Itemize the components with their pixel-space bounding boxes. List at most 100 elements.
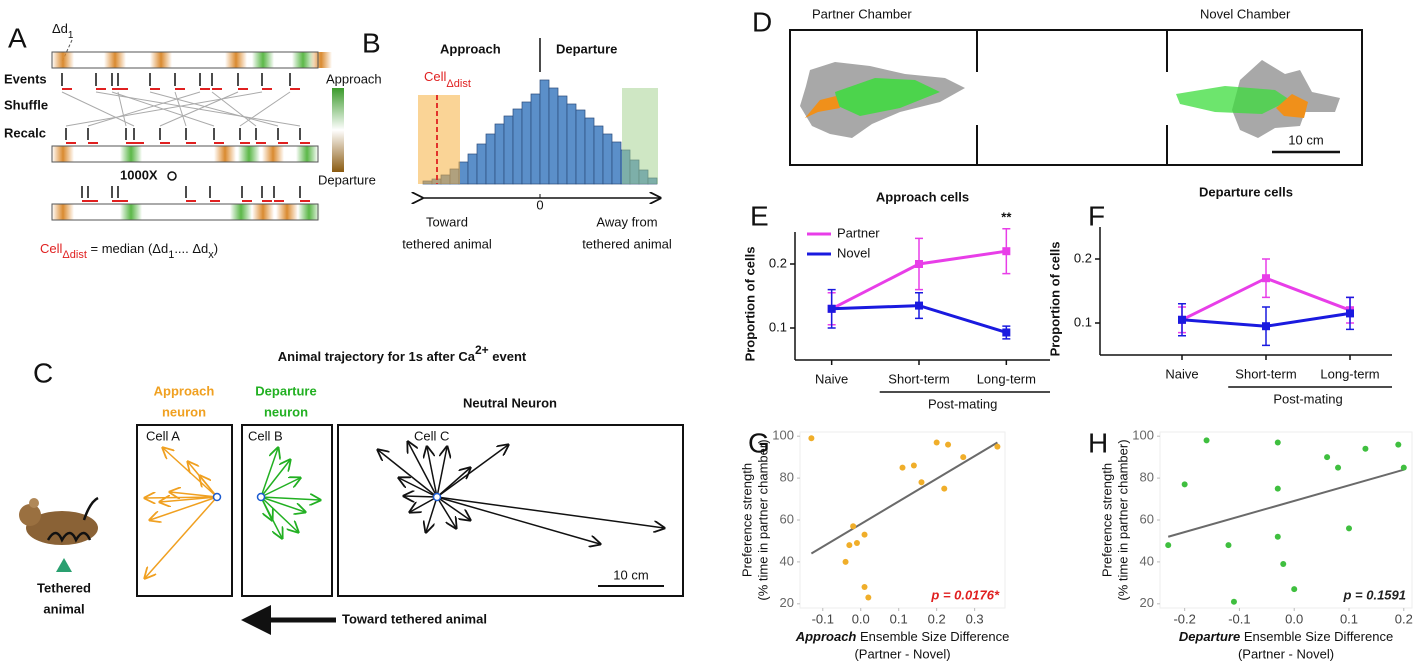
strip-band (262, 146, 284, 162)
marker (827, 304, 836, 313)
x-tick-label: 0.2 (928, 611, 946, 626)
shuffle-line (61, 91, 135, 127)
trajectory (436, 496, 456, 528)
trajectory (260, 460, 290, 498)
point (1230, 598, 1237, 605)
x-tick-label: 0.2 (1395, 611, 1413, 626)
trajectory (378, 450, 438, 498)
direction-label: Toward tethered animal (342, 611, 487, 626)
panel-label: B (362, 27, 381, 58)
point (1324, 454, 1331, 461)
panel-label: H (1088, 427, 1108, 458)
y-tick-label: 20 (1140, 595, 1154, 610)
histogram-bar (458, 161, 469, 185)
marker (1346, 309, 1354, 318)
point (1274, 485, 1281, 492)
panel-label: E (750, 200, 769, 231)
marker (1178, 315, 1186, 324)
histogram-bar (602, 133, 613, 185)
point (933, 439, 940, 446)
y-label: Proportion of cells (1047, 242, 1062, 357)
trajectory (200, 476, 218, 498)
y-tick-label: 0.2 (769, 255, 787, 270)
histogram-bar (566, 103, 577, 185)
x-label-emph: Approach (795, 629, 857, 644)
strip-band (292, 52, 314, 68)
histogram-bar (485, 133, 496, 185)
trace-strip (51, 145, 319, 163)
panel-d: Partner Chamber Novel Chamber 10 cm (789, 6, 1363, 166)
point (941, 485, 948, 492)
strip-band (298, 204, 320, 220)
y-tick-label: 40 (1140, 553, 1154, 568)
point (1165, 542, 1172, 549)
delta-label: Δd1 (52, 21, 74, 40)
marker (915, 260, 923, 268)
neuron-label: neuron (264, 404, 308, 419)
marker (1002, 247, 1011, 256)
panel-label: D (752, 6, 772, 37)
point (918, 479, 925, 486)
x-label-emph: Departure (1179, 629, 1240, 644)
x-label: Departure Ensemble Size Difference (1179, 629, 1393, 644)
shuffle-line (65, 91, 263, 127)
group-label: Post-mating (1273, 391, 1342, 406)
y-tick-label: 60 (1140, 511, 1154, 526)
trajectory (260, 478, 300, 498)
formula-sub: x (208, 249, 214, 261)
row-label: Events (4, 71, 47, 86)
shuffle-line (174, 91, 187, 127)
panel-a: Δd1 Events Shuffle Recalc 1000X Approach… (4, 21, 382, 260)
neuron-label: Neutral Neuron (463, 395, 557, 410)
strip-band (225, 52, 247, 68)
trace-strip (51, 51, 319, 69)
origin (256, 492, 266, 502)
partner-approach (835, 78, 940, 116)
cell-box (136, 424, 233, 597)
y-tick-label: 80 (1140, 470, 1154, 485)
annotation: ** (1001, 209, 1012, 224)
tethered-label: animal (43, 601, 84, 616)
strip-band (52, 52, 74, 68)
trajectory (170, 492, 218, 497)
cell-label: Cell C (414, 428, 449, 443)
chamber-label: Partner Chamber (812, 6, 912, 21)
y-label: Preference strength (1099, 463, 1114, 577)
marker (1262, 274, 1270, 283)
trajectory (260, 448, 278, 498)
trajectory (160, 497, 218, 502)
histogram-bar (476, 143, 487, 185)
row-label: Recalc (4, 125, 46, 140)
trajectory (408, 442, 438, 498)
histogram-bar (521, 101, 532, 185)
trajectory (436, 496, 600, 544)
departure-region (622, 88, 658, 184)
y-tick-label: 0.1 (1074, 314, 1092, 329)
strip-band (104, 52, 126, 68)
x-label-rest: Ensemble Size Difference (1240, 629, 1393, 644)
repeat-label: 1000X (120, 167, 158, 182)
strip-band (238, 146, 260, 162)
x-tick-label: 0.0 (852, 611, 870, 626)
left-label: Approach (440, 41, 501, 56)
x-label-rest: Ensemble Size Difference (856, 629, 1009, 644)
shuffle-line (87, 91, 201, 127)
novel-approach (1176, 86, 1290, 114)
fit-line (810, 441, 998, 555)
histogram-bar (467, 153, 478, 185)
partner-departure (805, 96, 840, 118)
point (960, 454, 967, 461)
origin (432, 492, 442, 502)
cell-box (337, 424, 684, 597)
x-tick-label: 0.3 (966, 611, 984, 626)
tether-coil (46, 496, 99, 543)
shuffle-line (117, 91, 127, 127)
scale-label: 10 cm (1288, 132, 1323, 147)
y-tick-label: 20 (780, 595, 794, 610)
annotation: p = 0.1591 (1342, 587, 1406, 602)
trajectory (427, 447, 438, 498)
trajectory (399, 478, 438, 498)
formula: CellΔdist = median (Δd1.... Δdx) (40, 241, 218, 260)
x-right-label: Away from (596, 214, 657, 229)
